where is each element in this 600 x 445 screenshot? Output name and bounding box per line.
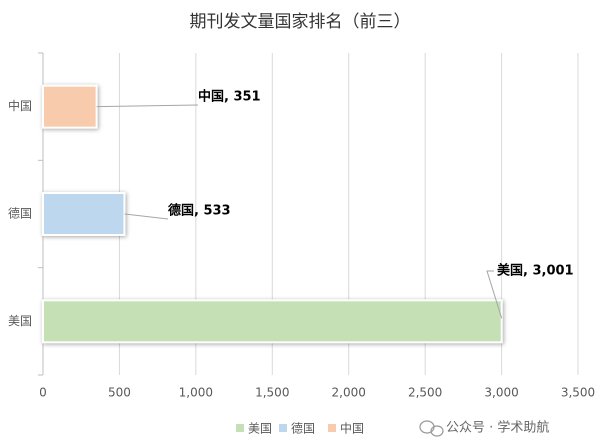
leader-line <box>486 270 503 319</box>
x-tick-label: 2,000 <box>332 386 366 400</box>
data-label: 美国, 3,001 <box>497 263 574 279</box>
x-tick-label: 500 <box>108 386 131 400</box>
y-tick-label: 德国 <box>8 206 32 221</box>
leader-line <box>96 104 199 108</box>
x-tick-label: 1,000 <box>179 386 213 400</box>
y-tick-label: 美国 <box>8 314 32 328</box>
legend-swatch <box>328 424 336 432</box>
legend-label: 美国 <box>248 422 272 436</box>
watermark: 公众号 · 学术助航 <box>446 420 549 436</box>
x-tick-label: 3,000 <box>484 386 518 400</box>
x-tick-label: 2,500 <box>408 386 442 400</box>
data-label: 中国, 351 <box>198 89 261 105</box>
x-tick-label: 1,500 <box>255 386 289 400</box>
bar <box>42 84 98 129</box>
y-tick-label: 中国 <box>8 98 32 113</box>
bar <box>42 299 503 344</box>
x-tick-label: 0 <box>39 386 47 400</box>
legend-label: 德国 <box>291 421 315 436</box>
leader-line <box>124 213 169 220</box>
watermark-icon <box>419 420 444 437</box>
legend-swatch <box>236 424 244 432</box>
legend-label: 中国 <box>340 421 364 436</box>
legend-swatch <box>279 424 287 432</box>
data-label: 德国, 533 <box>168 203 231 219</box>
bar <box>42 192 126 236</box>
chart-title: 期刊发文量国家排名（前三） <box>190 12 411 32</box>
x-tick-label: 3,500 <box>561 386 595 400</box>
